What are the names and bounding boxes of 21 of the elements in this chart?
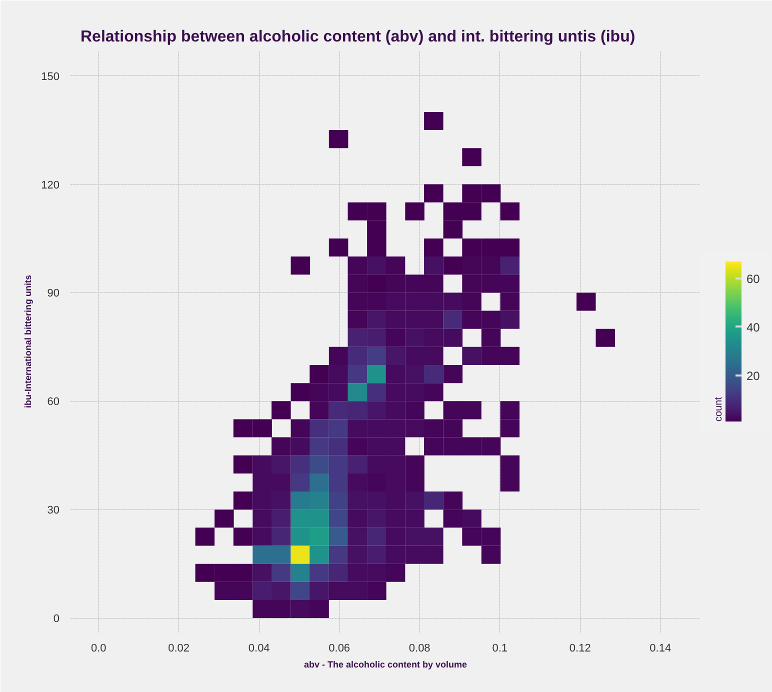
y-tick-label: 90 (47, 288, 60, 300)
y-tick-label: 120 (41, 179, 60, 192)
x-tick-label: 0.04 (248, 642, 270, 654)
x-tick-label: 0.02 (168, 642, 190, 654)
y-axis-title: ibu-International bittering units (23, 274, 34, 408)
y-tick-label: 0 (53, 613, 60, 626)
color-bar-label: 20 (746, 368, 760, 383)
x-tick-label: 0.06 (328, 642, 350, 654)
x-tick-label: 0.12 (569, 642, 591, 654)
x-tick-label: 0.1 (492, 642, 508, 654)
x-tick-label: 0.08 (408, 642, 430, 654)
y-tick-label: 30 (47, 504, 60, 517)
y-tick-label: 60 (47, 396, 60, 408)
color-bar-title: count (714, 396, 724, 422)
color-bar-label: 60 (746, 272, 760, 286)
x-axis-title: abv - The alcoholic content by volume (304, 660, 468, 670)
x-tick-label: 0.14 (650, 642, 672, 654)
chart-title: Relationship between alcoholic content (abv) and int. bittering untis (ibu) (80, 28, 636, 46)
x-tick-label: 0.0 (90, 642, 106, 654)
y-tick-label: 150 (41, 70, 60, 83)
color-bar-label: 40 (746, 320, 760, 334)
